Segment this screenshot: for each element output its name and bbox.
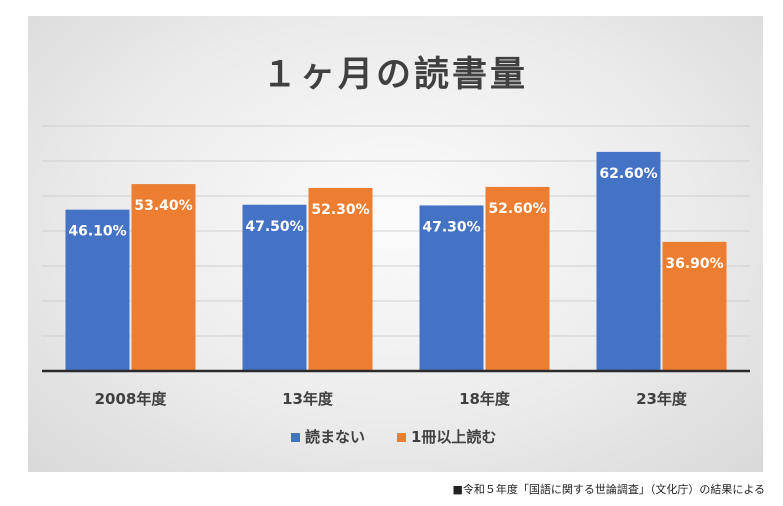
bar-reading-0	[131, 184, 196, 371]
legend-swatch-0	[291, 433, 300, 442]
x-tick-label: 23年度	[636, 390, 688, 408]
data-label: 53.40%	[134, 198, 192, 214]
legend-label-0: 読まない	[305, 428, 365, 446]
legend-swatch-1	[397, 433, 406, 442]
data-label: 47.30%	[422, 219, 480, 235]
bar-not-reading-1	[242, 204, 307, 371]
bar-reading-3	[662, 241, 727, 371]
data-label: 46.10%	[68, 224, 126, 240]
bar-reading-1	[308, 187, 373, 371]
chart-panel: １ヶ月の読書量 46.10% 53.40% 2008年度 47.50% 52.30% 13年…	[28, 16, 763, 472]
data-label: 47.50%	[245, 219, 303, 235]
bar-not-reading-3	[596, 151, 661, 371]
bar-not-reading-0	[65, 209, 130, 371]
data-label: 36.90%	[665, 256, 723, 272]
bar-not-reading-2	[419, 205, 484, 371]
legend-label-1: 1冊以上読む	[411, 428, 496, 446]
data-label: 52.30%	[311, 202, 369, 218]
bar-reading-2	[485, 186, 550, 371]
chart-title: １ヶ月の読書量	[262, 55, 528, 95]
source-note: ■令和５年度「国語に関する世論調査」（文化庁）の結果による	[452, 483, 765, 496]
data-label: 52.60%	[488, 201, 546, 217]
bar-chart: １ヶ月の読書量 46.10% 53.40% 2008年度 47.50% 52.30% 13年…	[42, 55, 750, 446]
data-label: 62.60%	[599, 166, 657, 182]
x-tick-label: 13年度	[282, 390, 334, 408]
x-tick-label: 2008年度	[95, 390, 168, 408]
x-tick-label: 18年度	[459, 390, 511, 408]
